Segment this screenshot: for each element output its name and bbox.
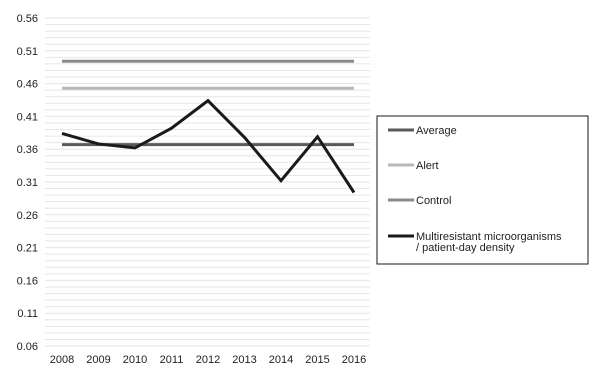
- gridlines: [45, 17, 370, 347]
- x-tick-label: 2016: [342, 354, 366, 366]
- y-tick-label: 0.46: [17, 79, 38, 91]
- y-tick-label: 0.26: [17, 210, 38, 222]
- y-tick-label: 0.21: [17, 243, 38, 255]
- y-tick-label: 0.56: [17, 13, 38, 25]
- x-tick-label: 2015: [305, 354, 329, 366]
- x-tick-label: 2009: [86, 354, 110, 366]
- x-tick-label: 2008: [50, 354, 74, 366]
- y-tick-label: 0.11: [17, 308, 38, 320]
- y-tick-label: 0.36: [17, 144, 38, 156]
- legend-label: Control: [416, 195, 451, 207]
- y-tick-label: 0.31: [17, 177, 38, 189]
- x-tick-label: 2012: [196, 354, 220, 366]
- legend-label: Multiresistant microorganisms: [416, 231, 562, 243]
- series-lines: [61, 59, 356, 194]
- legend-box: [376, 115, 589, 265]
- x-tick-label: 2011: [160, 354, 184, 366]
- x-axis-ticks: 2008 2009 2010 2011 2012 2013 2014 2015 2016: [50, 354, 366, 366]
- y-axis-ticks: 0.06 0.11 0.16 0.21 0.26 0.31 0.36 0.41 0.46 0.51…: [17, 13, 38, 353]
- y-tick-label: 0.06: [17, 341, 38, 353]
- legend-label: / patient-day density: [416, 242, 515, 254]
- x-tick-label: 2014: [269, 354, 293, 366]
- legend-label: Alert: [416, 160, 439, 172]
- y-tick-label: 0.16: [17, 275, 38, 287]
- legend-label: Average: [416, 125, 457, 137]
- y-tick-label: 0.41: [17, 111, 38, 123]
- x-tick-label: 2013: [232, 354, 256, 366]
- x-tick-label: 2010: [123, 354, 147, 366]
- legend: Average Alert Control Multiresistant microo…: [376, 115, 589, 265]
- y-tick-label: 0.51: [17, 46, 38, 58]
- series-line-4: [61, 98, 356, 194]
